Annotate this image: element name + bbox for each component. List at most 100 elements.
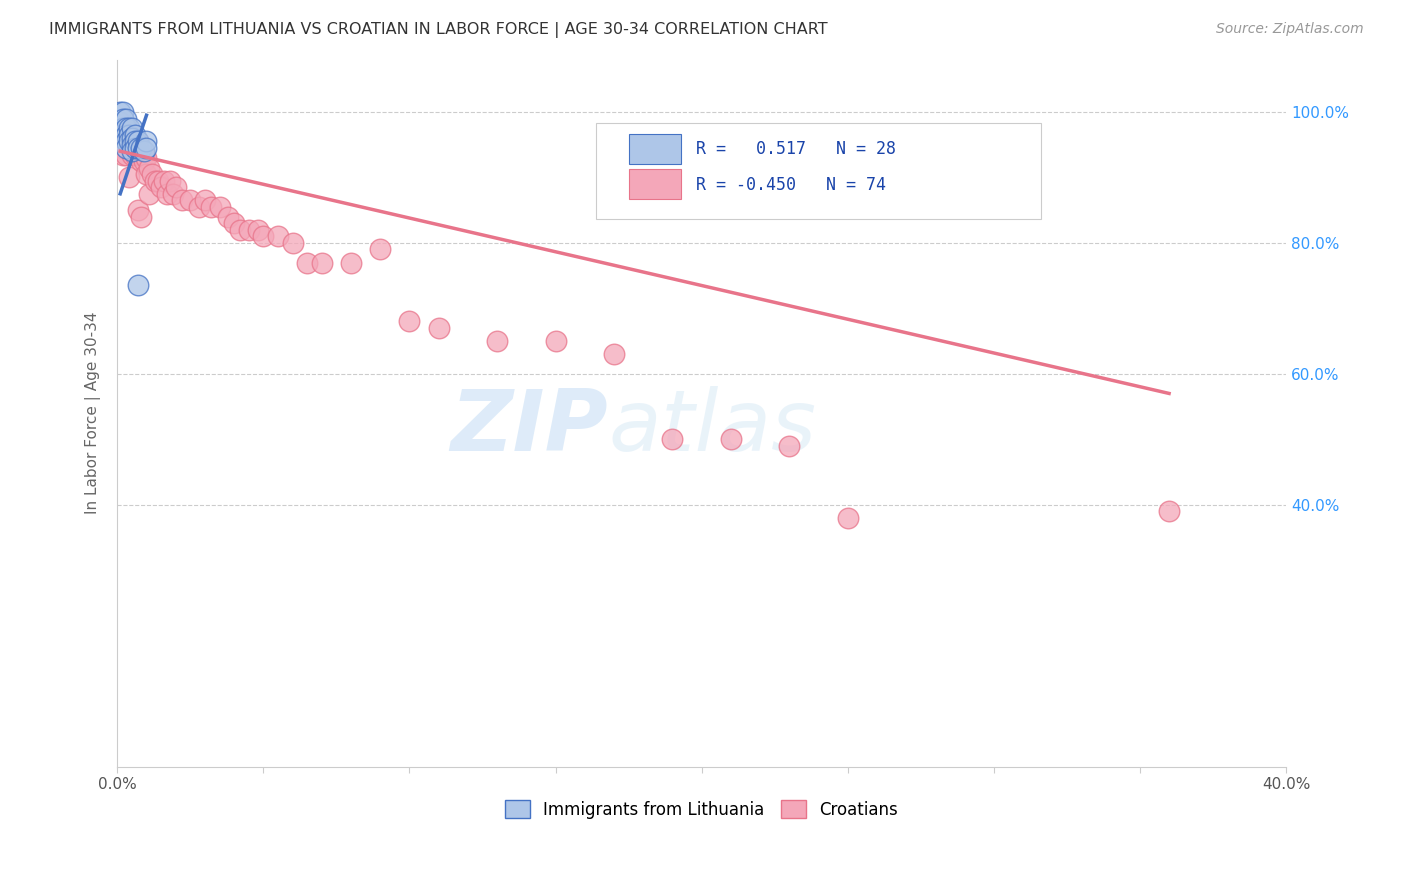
Point [115,141,138,155]
Point [115,141,138,155]
Point [224,216,246,230]
Point [311,255,333,269]
Point [281,235,304,250]
Point [121,147,143,161]
Point [217,210,239,224]
Point [162,186,184,201]
Text: R =   0.517   N = 28: R = 0.517 N = 28 [696,140,896,159]
Point [112,121,135,136]
Point [129,210,152,224]
Point [108,105,131,120]
Point [148,174,170,188]
Point [115,128,138,142]
Text: IMMIGRANTS FROM LITHUANIA VS CROATIAN IN LABOR FORCE | AGE 30-34 CORRELATION CHA: IMMIGRANTS FROM LITHUANIA VS CROATIAN IN… [49,22,828,38]
Point [121,128,143,142]
Point [124,141,146,155]
Point [127,141,149,155]
Point [229,223,252,237]
Point [132,145,155,159]
Point [118,131,141,145]
Point [159,174,181,188]
Text: atlas: atlas [609,385,815,468]
Point [127,203,149,218]
Point [118,135,141,149]
Point [141,167,163,181]
Point [108,115,131,129]
Point [121,141,143,155]
Point [121,137,143,152]
Point [398,314,420,328]
Point [127,278,149,293]
Text: R = -0.450   N = 74: R = -0.450 N = 74 [696,176,886,194]
Point [121,131,143,145]
Point [115,121,138,136]
Point [118,121,141,136]
Point [427,321,450,335]
Point [156,186,179,201]
Point [118,128,141,142]
Point [108,135,131,149]
Point [118,125,141,139]
Point [121,135,143,149]
FancyBboxPatch shape [628,134,681,163]
Point [368,243,391,257]
Point [112,141,135,155]
Point [150,180,173,194]
Point [135,167,157,181]
Point [112,112,135,126]
Point [124,141,146,155]
Point [112,147,135,161]
Point [127,141,149,155]
Point [778,439,800,453]
Text: ZIP: ZIP [450,385,609,468]
Point [720,432,742,446]
Point [132,154,155,169]
Point [121,145,143,159]
Point [121,121,143,136]
Point [115,135,138,149]
Point [165,180,187,194]
Y-axis label: In Labor Force | Age 30-34: In Labor Force | Age 30-34 [86,312,101,515]
Point [118,170,141,185]
FancyBboxPatch shape [596,123,1040,219]
Point [127,135,149,149]
Point [267,229,290,244]
Point [124,135,146,149]
Point [112,105,135,120]
Point [115,112,138,126]
Point [115,135,138,149]
Point [124,147,146,161]
Point [135,141,157,155]
Point [194,194,217,208]
Point [124,128,146,142]
Point [127,135,149,149]
Point [132,147,155,161]
Text: Source: ZipAtlas.com: Source: ZipAtlas.com [1216,22,1364,37]
Point [340,255,363,269]
Point [170,194,193,208]
FancyBboxPatch shape [628,169,681,199]
Point [246,223,269,237]
Point [208,200,231,214]
Point [486,334,509,348]
Legend: Immigrants from Lithuania, Croatians: Immigrants from Lithuania, Croatians [498,793,905,825]
Point [129,154,152,169]
Point [252,229,274,244]
Point [188,200,211,214]
Point [112,128,135,142]
Point [115,128,138,142]
Point [143,174,166,188]
Point [127,147,149,161]
Point [108,125,131,139]
Point [153,174,176,188]
Point [112,135,135,149]
Point [661,432,683,446]
Point [129,141,152,155]
Point [135,135,157,149]
Point [115,121,138,136]
Point [138,186,160,201]
Point [200,200,222,214]
Point [138,161,160,175]
Point [118,137,141,152]
Point [1159,504,1181,518]
